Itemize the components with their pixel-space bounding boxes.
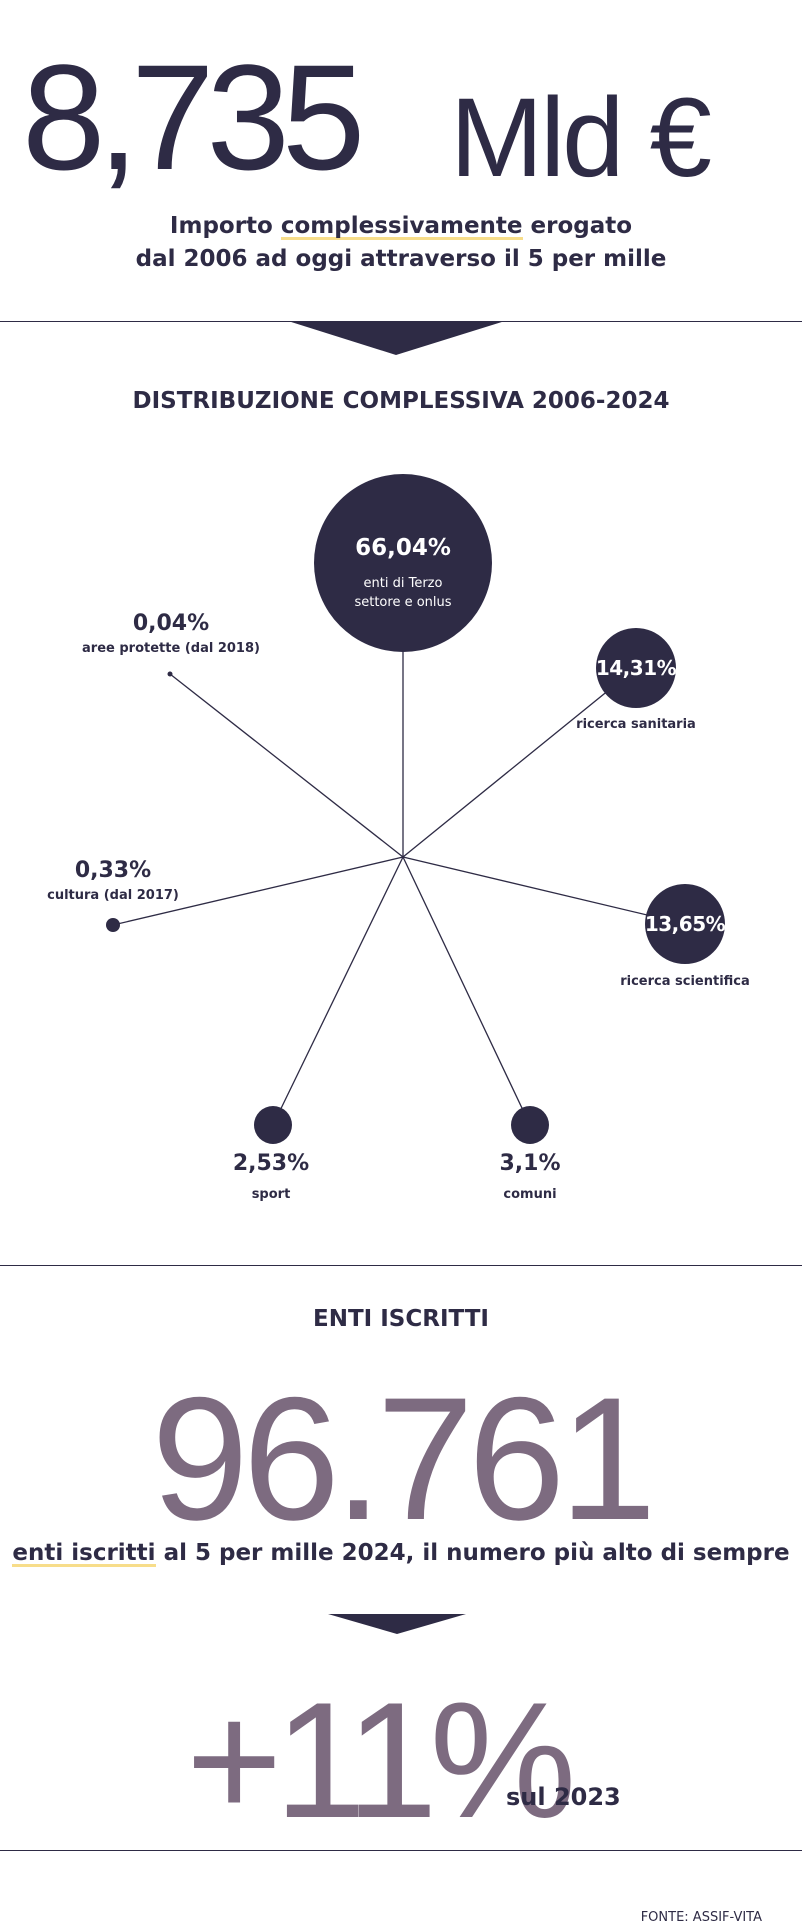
bubble-1 [596, 628, 676, 708]
enrolled-caption-highlight: enti iscritti [12, 1540, 156, 1567]
value-label: 66,04% [355, 535, 451, 561]
divider-middle [0, 1265, 802, 1266]
growth-suffix: sul 2023 [506, 1783, 621, 1811]
category-label: settore e onlus [354, 595, 451, 610]
category-label: aree protette (dal 2018) [82, 641, 260, 656]
category-label: enti di Terzo [364, 576, 443, 591]
growth-percentage: +11% [186, 1668, 576, 1852]
enrolled-title: ENTI ISCRITTI [313, 1306, 489, 1332]
spoke-line [402, 856, 686, 925]
value-label: 13,65% [645, 912, 726, 936]
category-label: sport [252, 1187, 291, 1202]
bubble-5 [106, 918, 120, 932]
value-label: 3,1% [499, 1151, 560, 1176]
category-label: comuni [503, 1187, 556, 1202]
bubble-0 [314, 474, 492, 652]
subtitle-highlight: complessivamente [280, 213, 523, 240]
total-amount: 8,735 [22, 33, 365, 201]
bubble-3 [511, 1106, 549, 1144]
subtitle-line1-pre: Importo [169, 213, 281, 239]
bubble-4 [254, 1106, 292, 1144]
category-label: ricerca scientifica [620, 974, 750, 989]
distribution-title: DISTRIBUZIONE COMPLESSIVA 2006-2024 [132, 388, 670, 414]
value-label: 14,31% [596, 656, 677, 680]
spoke-line [402, 856, 531, 1126]
category-label: cultura (dal 2017) [47, 888, 179, 903]
divider-bottom [0, 1850, 802, 1851]
value-label: 0,04% [133, 611, 209, 636]
spoke-line [169, 673, 404, 858]
category-label: ricerca sanitaria [576, 717, 696, 732]
header-subtitle: Importo complessivamente erogato dal 200… [0, 210, 802, 276]
subtitle-line1-post: erogato [522, 213, 633, 239]
spoke-line [402, 667, 637, 858]
distribution-chart: 66,04% enti di Terzo settore e onlus 14,31%… [47, 474, 750, 1202]
spoke-line [112, 856, 404, 926]
value-label: 2,53% [233, 1151, 309, 1176]
down-arrow-icon [328, 1614, 466, 1634]
source-footer: FONTE: ASSIF-VITA [640, 1910, 762, 1925]
total-amount-unit: Mld € [450, 75, 712, 200]
bubble-2 [645, 884, 725, 964]
bubble-6 [167, 671, 173, 677]
enrolled-caption-rest: al 5 per mille 2024, il numero più alto … [155, 1540, 790, 1566]
spoke-line [272, 856, 404, 1126]
down-arrow-icon [288, 321, 505, 355]
value-label: 0,33% [75, 858, 151, 883]
enrolled-number: 96.761 [151, 1362, 656, 1557]
enrolled-caption: enti iscritti al 5 per mille 2024, il nu… [0, 1540, 802, 1567]
subtitle-line2: dal 2006 ad oggi attraverso il 5 per mil… [135, 246, 667, 272]
